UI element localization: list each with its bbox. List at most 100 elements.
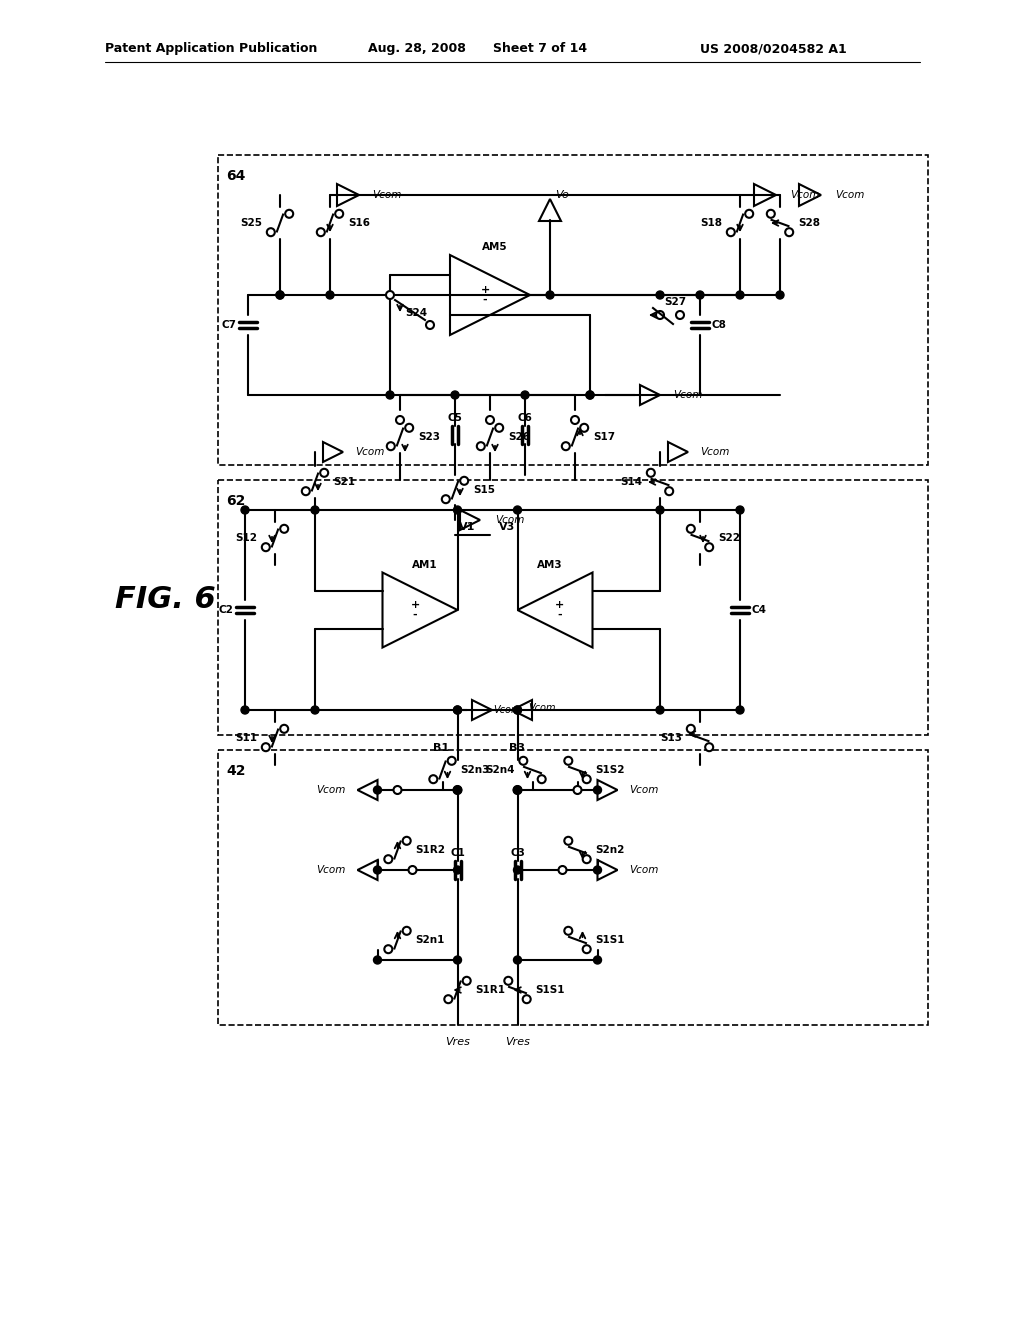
Circle shape (736, 506, 744, 513)
Circle shape (736, 706, 744, 714)
Text: +: + (555, 601, 564, 610)
Circle shape (454, 706, 462, 714)
Circle shape (513, 706, 521, 714)
Text: S18: S18 (700, 218, 722, 228)
Circle shape (571, 416, 579, 424)
Circle shape (583, 775, 591, 783)
Circle shape (538, 775, 546, 783)
Circle shape (396, 416, 404, 424)
Text: C7: C7 (221, 319, 236, 330)
Circle shape (513, 866, 521, 874)
Text: S2n4: S2n4 (485, 766, 514, 775)
Text: 62: 62 (226, 494, 246, 508)
Circle shape (276, 290, 284, 300)
Circle shape (311, 506, 319, 513)
Text: AM1: AM1 (413, 560, 438, 569)
Circle shape (463, 977, 471, 985)
Text: S11: S11 (234, 733, 257, 743)
Circle shape (564, 837, 572, 845)
Circle shape (558, 866, 566, 874)
Circle shape (441, 495, 450, 503)
Text: Patent Application Publication: Patent Application Publication (105, 42, 317, 55)
Circle shape (676, 312, 684, 319)
Circle shape (504, 977, 512, 985)
Circle shape (583, 855, 591, 863)
Circle shape (564, 927, 572, 935)
Circle shape (447, 756, 456, 764)
Text: S2n1: S2n1 (416, 935, 444, 945)
Text: Vcom: Vcom (673, 389, 702, 400)
Text: -: - (558, 610, 562, 620)
Text: Vcom: Vcom (316, 865, 345, 875)
Text: C3: C3 (510, 847, 525, 858)
Text: C4: C4 (752, 605, 767, 615)
Text: S15: S15 (473, 484, 495, 495)
Circle shape (241, 706, 249, 714)
Text: S1S1: S1S1 (536, 985, 565, 995)
Text: +: + (480, 285, 489, 294)
Text: V1: V1 (460, 521, 476, 532)
Circle shape (409, 866, 417, 874)
Text: S24: S24 (406, 308, 427, 318)
Circle shape (454, 706, 462, 714)
Circle shape (386, 290, 394, 300)
Circle shape (262, 544, 269, 552)
Circle shape (706, 743, 713, 751)
Text: S1S1: S1S1 (596, 935, 625, 945)
Circle shape (302, 487, 310, 495)
Circle shape (564, 756, 572, 764)
Text: Vres: Vres (505, 1038, 530, 1047)
Circle shape (513, 785, 521, 795)
Text: Vo: Vo (555, 190, 568, 201)
Circle shape (496, 424, 503, 432)
Circle shape (521, 391, 529, 399)
Circle shape (402, 837, 411, 845)
Circle shape (326, 290, 334, 300)
Text: C8: C8 (712, 319, 727, 330)
Text: Sheet 7 of 14: Sheet 7 of 14 (493, 42, 587, 55)
Circle shape (477, 442, 484, 450)
Text: Vcom: Vcom (355, 447, 384, 457)
Circle shape (386, 391, 394, 399)
Circle shape (374, 866, 382, 874)
Circle shape (429, 775, 437, 783)
Circle shape (454, 785, 462, 795)
Circle shape (785, 228, 794, 236)
Circle shape (687, 725, 695, 733)
Circle shape (384, 945, 392, 953)
Circle shape (451, 391, 459, 399)
Text: Vcom: Vcom (494, 705, 521, 715)
Circle shape (656, 290, 664, 300)
Circle shape (573, 785, 582, 795)
Circle shape (281, 725, 288, 733)
Circle shape (286, 210, 293, 218)
Circle shape (384, 855, 392, 863)
Circle shape (666, 487, 673, 495)
Text: AM5: AM5 (482, 242, 508, 252)
Circle shape (402, 927, 411, 935)
Text: V3: V3 (500, 521, 516, 532)
Text: S17: S17 (593, 432, 615, 442)
Circle shape (454, 506, 462, 513)
Circle shape (647, 469, 654, 477)
Text: Vcom: Vcom (790, 190, 819, 201)
Text: S21: S21 (333, 477, 355, 487)
Text: S25: S25 (240, 218, 262, 228)
Circle shape (374, 956, 382, 964)
Circle shape (656, 312, 664, 319)
Circle shape (406, 424, 414, 432)
Text: Aug. 28, 2008: Aug. 28, 2008 (368, 42, 466, 55)
Text: B1: B1 (433, 743, 450, 752)
Text: S1R2: S1R2 (416, 845, 445, 855)
Text: FIG. 6: FIG. 6 (115, 586, 216, 615)
Circle shape (513, 785, 521, 795)
Text: C5: C5 (447, 413, 463, 422)
Circle shape (586, 391, 594, 399)
Circle shape (696, 290, 705, 300)
Circle shape (522, 995, 530, 1003)
Bar (218, 750, 928, 1026)
Circle shape (767, 210, 775, 218)
Circle shape (262, 743, 269, 751)
Circle shape (454, 785, 462, 795)
Circle shape (583, 945, 591, 953)
